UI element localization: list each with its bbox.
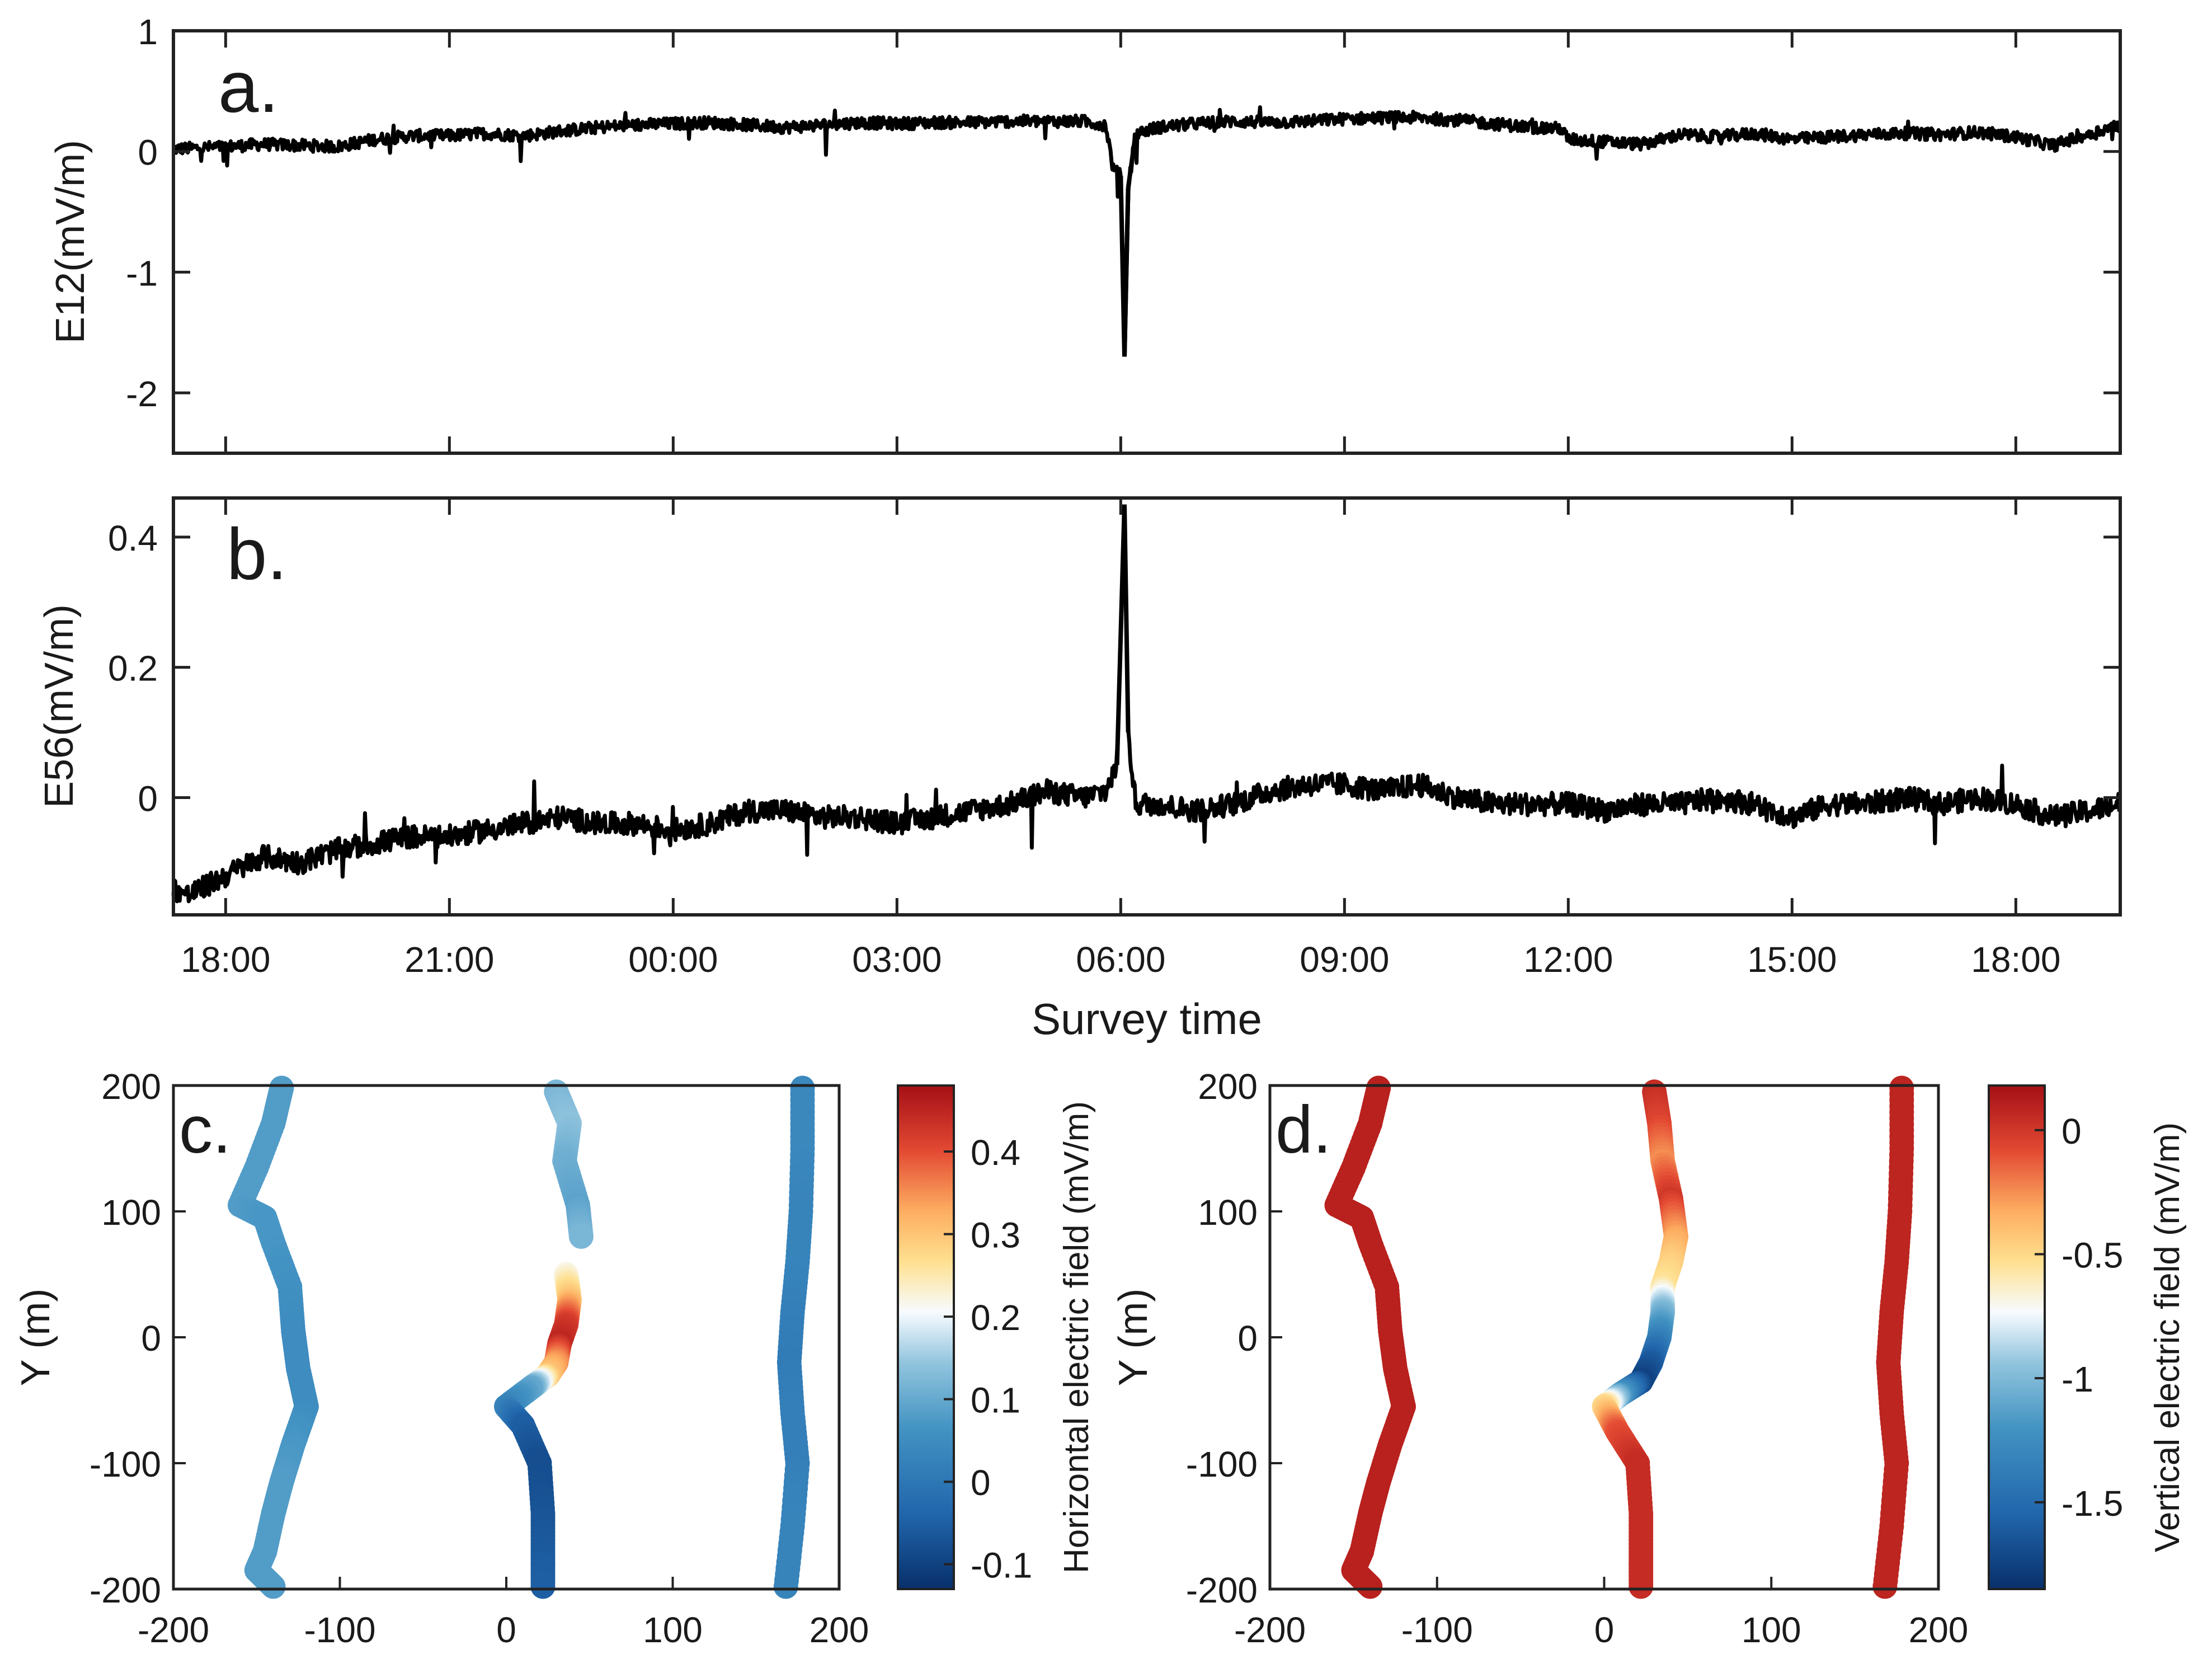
panel-d-colorbar: -1.5 -1 -0.5 0 Vertical electric field (mV/m… [1988, 1084, 2187, 1590]
panel-a: -2 -1 0 1 a. E12(mV/m) [48, 12, 2122, 455]
data-point [530, 1574, 556, 1599]
x-tick-label: 0 [1594, 1610, 1615, 1650]
data-point [568, 1224, 594, 1249]
colorbar-tick-label: 0.1 [971, 1380, 1020, 1421]
y-tick-label: -100 [1186, 1444, 1258, 1484]
panel-b-ylabel: E56(mV/m) [37, 604, 82, 808]
panel-b-y-ticks: 0 0.2 0.4 [108, 518, 2120, 819]
panel-a-ylabel: E12(mV/m) [48, 140, 93, 344]
y-tick-label: 0 [138, 133, 158, 173]
panel-c-ticks: -200 -100 0 100 200 -200 -100 0 100 200 [90, 1066, 869, 1650]
y-tick-label: 0 [141, 1318, 161, 1359]
x-tick-label: 100 [643, 1610, 703, 1650]
y-tick-label: 0 [1237, 1318, 1258, 1359]
spike-mark [1122, 504, 1131, 733]
panel-b-x-ticks: 18:00 21:00 00:00 03:00 06:00 09:00 12:00 15:00… [181, 498, 2060, 980]
data-point [773, 1574, 798, 1599]
y-tick-label: 0 [138, 778, 158, 819]
colorbar-label: Horizontal electric field (mV/m) [1057, 1101, 1096, 1573]
y-tick-label: -200 [90, 1570, 161, 1610]
x-tick-label: 100 [1742, 1610, 1801, 1650]
x-tick-label: 15:00 [1747, 939, 1837, 980]
panel-d-ticks: -200 -100 0 100 200 -200 -100 0 100 200 [1186, 1066, 1968, 1650]
panel-a-y-ticks: -2 -1 0 1 [126, 12, 2120, 414]
x-tick-label: -200 [138, 1610, 209, 1650]
y-tick-label: -200 [1186, 1570, 1258, 1610]
y-tick-label: -1 [126, 253, 158, 293]
x-tick-label: 00:00 [628, 939, 718, 980]
x-tick-label: 21:00 [404, 939, 494, 980]
colorbar-tick-label: -1.5 [2062, 1483, 2123, 1524]
y-tick-label: -2 [126, 374, 158, 414]
x-tick-label: 03:00 [852, 939, 942, 980]
panel-d-scatter-points [1324, 1075, 1914, 1599]
series-line-E56 [171, 518, 2121, 904]
panel-c-label: c. [179, 1092, 231, 1167]
colorbar-label: Vertical electric field (mV/m) [2148, 1122, 2187, 1552]
y-tick-label: 1 [138, 12, 158, 52]
data-point [261, 1574, 286, 1599]
x-tick-label: -100 [1401, 1610, 1473, 1650]
x-tick-label: 200 [1909, 1610, 1969, 1650]
panel-d-ylabel: Y (m) [1111, 1289, 1156, 1387]
colorbar-tick-label: -0.5 [2062, 1235, 2123, 1275]
colorbar-tick-label: 0.4 [971, 1132, 1020, 1173]
x-tick-label: 09:00 [1300, 939, 1389, 980]
panel-b-label: b. [227, 513, 287, 595]
colorbar-tick-label: 0 [971, 1463, 991, 1503]
y-tick-label: 100 [101, 1192, 161, 1233]
panel-b-axes-box [172, 496, 2122, 917]
panel-d-label: d. [1276, 1092, 1331, 1167]
spike-mark [1126, 133, 1138, 188]
panel-b: 0 0.2 0.4 18:00 21:00 00:00 03:00 06:00 09:00 12… [37, 496, 2122, 1044]
y-tick-label: 200 [1198, 1066, 1258, 1107]
colorbar-tick-label: -1 [2062, 1359, 2093, 1399]
x-tick-label: 18:00 [181, 939, 270, 980]
y-tick-label: 0.4 [108, 518, 158, 558]
panel-a-label: a. [218, 46, 279, 128]
colorbar-gradient [1988, 1084, 2046, 1590]
data-point [1872, 1574, 1898, 1599]
panel-a-x-ticks [224, 31, 2017, 453]
colorbar-tick-label: -0.1 [971, 1545, 1032, 1586]
colorbar-tick-label: 0.3 [971, 1215, 1020, 1256]
x-tick-label: -100 [304, 1610, 375, 1650]
y-tick-label: 200 [101, 1066, 161, 1107]
data-point [1358, 1574, 1383, 1599]
spike-mark [1122, 187, 1131, 357]
panel-a-plot-area [172, 105, 2121, 357]
data-point [1629, 1574, 1654, 1599]
x-tick-label: 12:00 [1523, 939, 1613, 980]
x-tick-label: 18:00 [1971, 939, 2060, 980]
panel-c-ylabel: Y (m) [13, 1289, 58, 1387]
x-tick-label: 200 [810, 1610, 869, 1650]
panel-b-xlabel: Survey time [1032, 994, 1262, 1044]
x-tick-label: -200 [1234, 1610, 1306, 1650]
colorbar-tick-label: 0.2 [971, 1298, 1020, 1338]
series-line-E12 [172, 105, 2121, 339]
panel-c-colorbar: -0.1 0 0.1 0.2 0.3 0.4 Horizontal electric fie… [897, 1084, 1096, 1590]
x-tick-label: 0 [496, 1610, 516, 1650]
y-tick-label: -100 [90, 1444, 161, 1484]
y-tick-label: 0.2 [108, 648, 158, 689]
panel-c-scatter-points [228, 1075, 815, 1599]
panel-a-axes-box [172, 29, 2122, 455]
y-tick-label: 100 [1198, 1192, 1258, 1233]
colorbar-tick-label: 0 [2062, 1111, 2082, 1152]
x-tick-label: 06:00 [1076, 939, 1165, 980]
panel-b-plot-area [171, 504, 2121, 904]
colorbar-gradient [897, 1084, 955, 1590]
